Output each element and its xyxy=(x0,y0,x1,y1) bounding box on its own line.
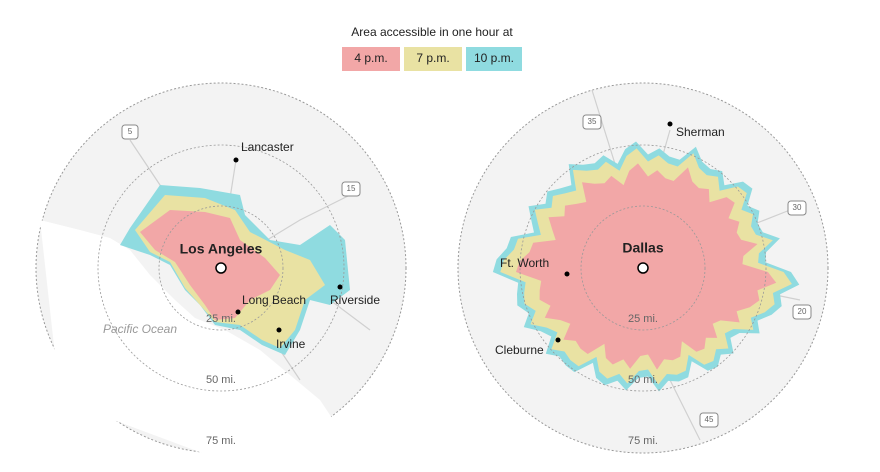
place-dot xyxy=(564,271,570,277)
highway-shield xyxy=(121,124,139,140)
highway-number: 15 xyxy=(347,184,356,193)
highway-number: 30 xyxy=(793,203,802,212)
ring xyxy=(158,205,284,331)
highway-number: 20 xyxy=(798,307,807,316)
place-dot xyxy=(555,337,561,343)
place-label: Long Beach xyxy=(242,293,306,307)
legend-title: Area accessible in one hour at xyxy=(351,25,513,39)
city-label: Dallas xyxy=(622,240,663,256)
highway-number: 45 xyxy=(705,415,714,424)
highway-shield xyxy=(582,114,602,130)
city-marker xyxy=(215,262,227,274)
place-label: Irvine xyxy=(276,337,306,351)
ring xyxy=(580,205,706,331)
place-dot xyxy=(235,309,241,315)
highway-shield xyxy=(792,304,812,320)
legend-label: 4 p.m. xyxy=(354,51,387,65)
ring-label: 25 mi. xyxy=(628,313,658,325)
place-label: Riverside xyxy=(330,293,380,307)
legend-swatch xyxy=(404,47,462,71)
isochrone-4pm xyxy=(140,210,280,320)
map-la: 25 mi. 50 mi. 75 mi. Pacific Ocean 5 15 … xyxy=(35,82,407,460)
place-dot xyxy=(337,284,343,290)
place-dot xyxy=(276,327,282,333)
place-label: Cleburne xyxy=(495,343,544,357)
place-label: Lancaster xyxy=(241,140,294,154)
ring-label: 75 mi. xyxy=(628,435,658,447)
ring-label: 50 mi. xyxy=(628,374,658,386)
place-label: Ft. Worth xyxy=(500,256,549,270)
ocean xyxy=(40,220,340,460)
highway-shield xyxy=(341,181,361,197)
legend: 4 p.m. 7 p.m. 10 p.m. xyxy=(342,47,522,71)
ring xyxy=(97,144,345,392)
legend-swatch xyxy=(466,47,522,71)
place-label: Sherman xyxy=(676,125,725,139)
city-marker xyxy=(637,262,649,274)
ring-label: 25 mi. xyxy=(206,313,236,325)
highway-shield xyxy=(699,412,719,428)
city-label: Los Angeles xyxy=(180,241,263,257)
ring xyxy=(519,144,767,392)
highway-number: 35 xyxy=(588,117,597,126)
place-dot xyxy=(233,157,239,163)
map-dallas: 25 mi. 50 mi. 75 mi. 35 30 20 45 Sherman… xyxy=(457,82,829,454)
legend-label: 7 p.m. xyxy=(416,51,449,65)
legend-label: 10 p.m. xyxy=(474,51,514,65)
place-dot xyxy=(667,121,673,127)
ring-label: 50 mi. xyxy=(206,374,236,386)
highway-shield xyxy=(787,200,807,216)
water-label: Pacific Ocean xyxy=(103,322,177,336)
highway-number: 5 xyxy=(128,127,133,136)
ring-label: 75 mi. xyxy=(206,435,236,447)
legend-swatch xyxy=(342,47,400,71)
